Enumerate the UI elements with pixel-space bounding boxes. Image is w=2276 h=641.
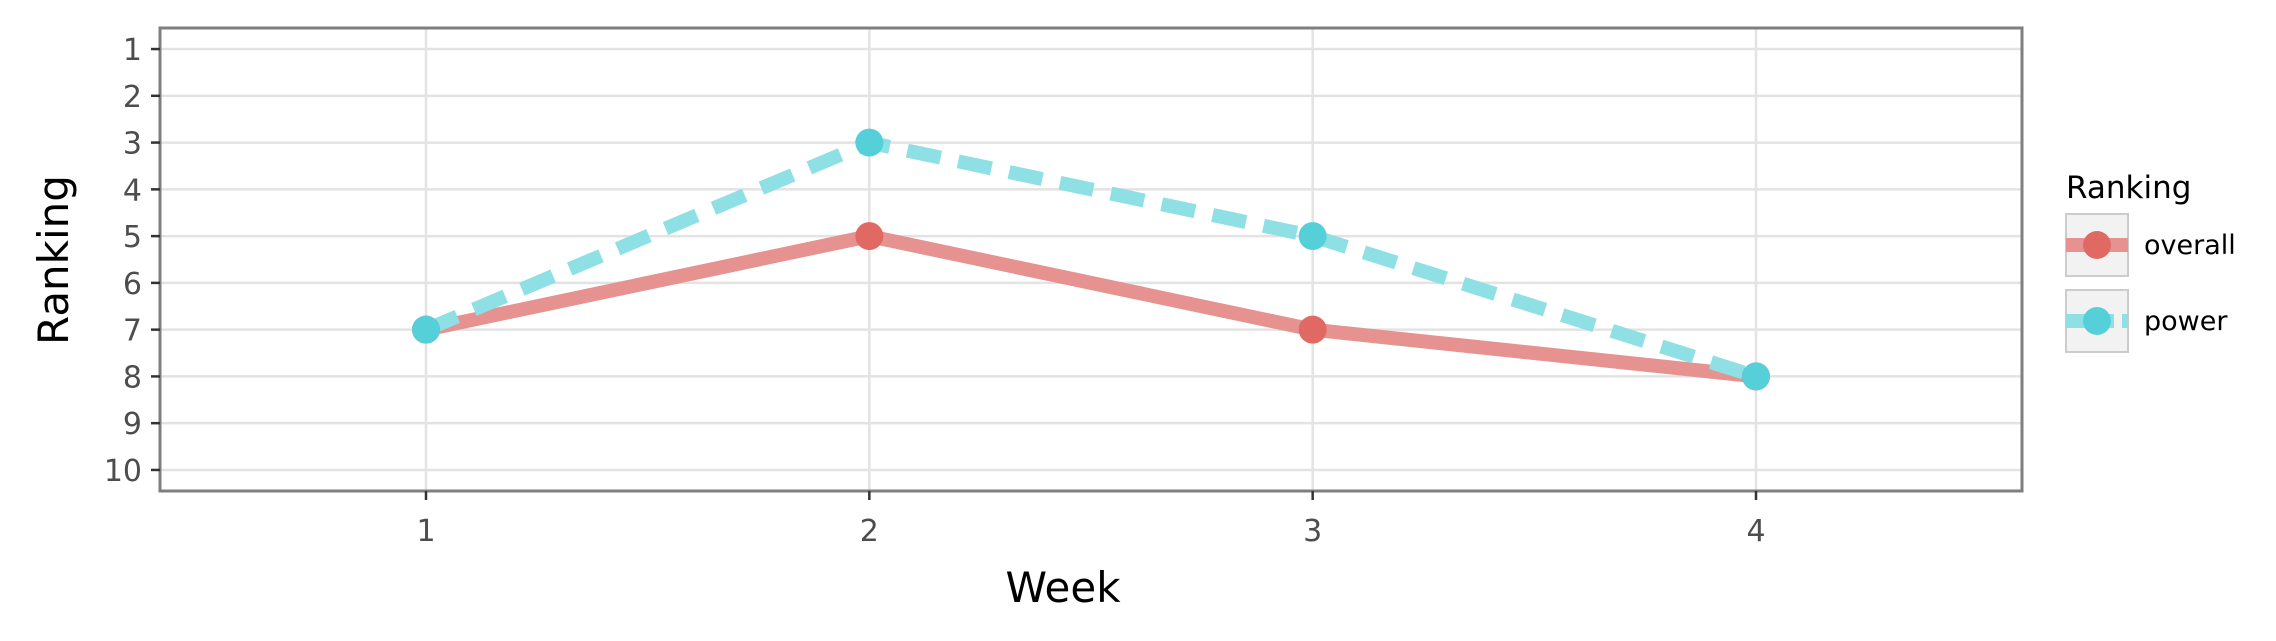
y-tick-label: 9 <box>123 407 142 442</box>
plot-border <box>158 26 2024 493</box>
data-point-power <box>1298 222 1327 251</box>
y-tick-label: 2 <box>123 80 142 115</box>
y-axis-title: Ranking <box>29 175 78 345</box>
y-tick-label: 6 <box>123 267 142 302</box>
series-line-power <box>423 135 1759 384</box>
y-tick-label: 3 <box>123 127 142 162</box>
y-tick-label: 4 <box>123 173 142 208</box>
data-point-power <box>1742 362 1770 391</box>
series-line-overall <box>424 229 1757 384</box>
series-points <box>412 128 1770 391</box>
legend-key-point-power <box>2083 307 2111 335</box>
x-tick-label: 3 <box>1303 514 1322 549</box>
x-tick-label: 4 <box>1746 514 1765 549</box>
y-tick-label: 5 <box>123 220 142 255</box>
data-point-overall <box>1298 315 1327 344</box>
y-tick-label: 8 <box>123 360 142 395</box>
y-axis-ticks: 1 2 3 4 5 6 7 8 9 10 <box>104 33 160 489</box>
x-axis-title: Week <box>1005 563 1121 612</box>
y-tick-label: 10 <box>104 454 142 489</box>
legend: Ranking overall power <box>2065 170 2236 353</box>
data-point-power <box>412 315 440 344</box>
x-axis-ticks: 1 2 3 4 <box>416 491 1766 549</box>
legend-label-overall: overall <box>2144 230 2236 261</box>
plot-background <box>160 28 2022 491</box>
legend-title: Ranking <box>2066 170 2191 206</box>
x-tick-label: 2 <box>860 514 879 549</box>
data-point-power <box>855 128 884 157</box>
x-tick-label: 1 <box>416 514 435 549</box>
legend-label-power: power <box>2144 306 2228 337</box>
legend-key-point-overall <box>2083 231 2111 259</box>
y-tick-label: 7 <box>123 314 142 349</box>
data-point-overall <box>855 222 884 251</box>
series-lines <box>423 135 1759 384</box>
y-tick-label: 1 <box>123 33 142 68</box>
